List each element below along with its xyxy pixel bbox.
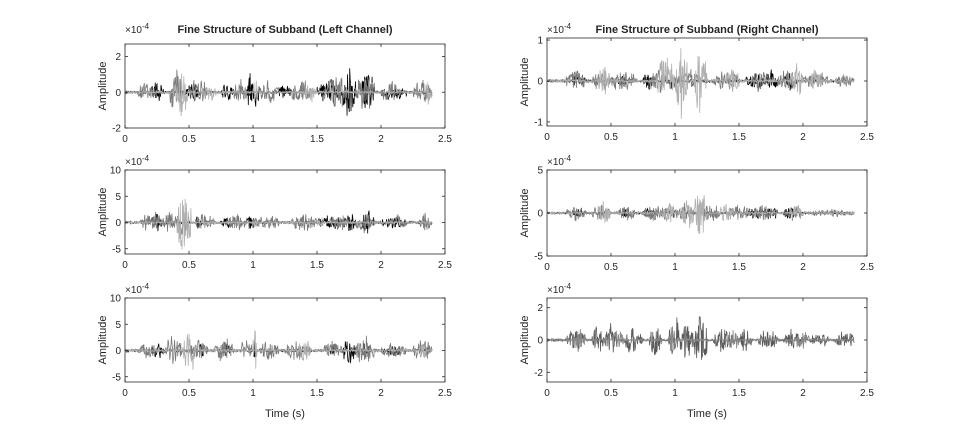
y-tick-label: 5	[537, 166, 543, 177]
waveform-series-2	[125, 69, 433, 109]
subplot-right-2: ×10-4 Amplitude 0 0.5 1 1.5 2 2.5-505	[519, 154, 874, 273]
y-tick-label: 10	[110, 166, 122, 177]
axis-exponent: ×10-4	[125, 22, 150, 36]
y-tick-label: -5	[534, 252, 543, 263]
y-tick-label: 0	[115, 88, 121, 99]
subplot-right-1: Fine Structure of Subband (Right Channel…	[519, 22, 874, 143]
waveform-series-3	[125, 330, 433, 370]
x-tick-label: 2	[800, 132, 806, 143]
x-tick-label: 0.5	[182, 260, 196, 271]
waveform-traces	[547, 195, 855, 235]
axes-box	[546, 37, 868, 127]
x-tick-label: 1.5	[732, 262, 746, 273]
chart-title: Fine Structure of Subband (Right Channel…	[595, 24, 818, 36]
y-tick-label: -5	[112, 372, 121, 383]
x-tick-label: 1.5	[310, 134, 324, 145]
x-tick-label: 2.5	[860, 388, 874, 399]
x-tick-label: 0	[544, 132, 550, 143]
x-tick-label: 2	[800, 388, 806, 399]
y-axis-label: Amplitude	[519, 58, 531, 107]
y-tick-label: 5	[115, 320, 121, 331]
x-tick-label: 0.5	[182, 134, 196, 145]
x-tick-label: 0	[122, 388, 128, 399]
axis-exponent: ×10-4	[547, 154, 572, 168]
x-tick-label: 2	[378, 134, 384, 145]
x-tick-label: 2	[378, 388, 384, 399]
plot-area	[125, 298, 445, 382]
x-tick-label: 1	[672, 262, 678, 273]
y-tick-label: -5	[112, 244, 121, 255]
x-tick-label: 0.5	[604, 388, 618, 399]
axis-exponent: ×10-4	[125, 282, 150, 296]
axes-box	[124, 43, 446, 129]
x-tick-label: 1.5	[310, 260, 324, 271]
y-tick-label: 2	[115, 52, 121, 63]
x-tick-label: 2.5	[438, 260, 452, 271]
x-tick-label: 1.5	[732, 132, 746, 143]
y-tick-label: 0	[537, 209, 543, 220]
subplot-left-1: Fine Structure of Subband (Left Channel)…	[97, 22, 452, 145]
chart-title: Fine Structure of Subband (Left Channel)	[177, 24, 392, 36]
x-tick-label: 1	[250, 388, 256, 399]
subplot-right-3: ×10-4 Amplitude Time (s) 0 0.5 1 1.5 2 2.5-20…	[519, 282, 874, 420]
y-tick-label: 0	[537, 336, 543, 347]
y-tick-label: 1	[537, 36, 543, 47]
x-tick-label: 1	[672, 132, 678, 143]
y-axis-label: Amplitude	[97, 62, 109, 111]
y-tick-label: -2	[534, 368, 543, 379]
waveform-traces	[547, 48, 855, 119]
x-tick-label: 0.5	[604, 132, 618, 143]
x-tick-label: 0.5	[182, 388, 196, 399]
x-tick-label: 1.5	[310, 388, 324, 399]
x-tick-label: 1.5	[732, 388, 746, 399]
x-tick-label: 2.5	[438, 388, 452, 399]
axis-exponent: ×10-4	[547, 282, 572, 296]
axes-box	[124, 297, 446, 383]
x-axis-label: Time (s)	[687, 408, 727, 420]
x-tick-label: 2	[378, 260, 384, 271]
y-axis-label: Amplitude	[97, 188, 109, 237]
y-tick-label: 0	[115, 218, 121, 229]
waveform-traces	[547, 316, 855, 360]
waveform-series-3	[125, 198, 433, 250]
y-axis-label: Amplitude	[519, 316, 531, 365]
y-tick-label: 10	[110, 294, 122, 305]
plot-area	[125, 44, 445, 128]
axis-exponent: ×10-4	[125, 154, 150, 168]
axis-exponent: ×10-4	[547, 22, 572, 36]
x-tick-label: 2.5	[860, 132, 874, 143]
subplot-left-3: ×10-4 Amplitude Time (s) 0 0.5 1 1.5 2 2.5-50…	[97, 282, 452, 420]
x-tick-label: 0	[122, 134, 128, 145]
waveform-traces	[125, 330, 433, 370]
waveform-series-3	[547, 195, 855, 235]
axes-box	[124, 169, 446, 255]
waveform-series-3	[125, 73, 433, 117]
waveform-series-3	[547, 48, 855, 119]
x-tick-label: 0	[544, 388, 550, 399]
plot-area	[125, 170, 445, 254]
y-axis-label: Amplitude	[519, 189, 531, 238]
waveform-traces	[125, 198, 433, 250]
y-tick-label: 5	[115, 192, 121, 203]
y-tick-label: 0	[115, 346, 121, 357]
x-tick-label: 2.5	[438, 134, 452, 145]
y-tick-label: -2	[112, 124, 121, 135]
y-tick-label: 2	[537, 303, 543, 314]
x-tick-label: 1	[672, 388, 678, 399]
x-tick-label: 1	[250, 260, 256, 271]
x-tick-label: 0.5	[604, 262, 618, 273]
y-tick-label: -1	[534, 117, 543, 128]
x-axis-label: Time (s)	[265, 408, 305, 420]
waveform-traces	[125, 68, 433, 117]
x-tick-label: 2.5	[860, 262, 874, 273]
y-axis-label: Amplitude	[97, 316, 109, 365]
x-tick-label: 2	[800, 262, 806, 273]
y-tick-label: 0	[537, 76, 543, 87]
x-tick-label: 0	[544, 262, 550, 273]
x-tick-label: 0	[122, 260, 128, 271]
x-tick-label: 1	[250, 134, 256, 145]
waveform-series-2	[547, 326, 855, 351]
